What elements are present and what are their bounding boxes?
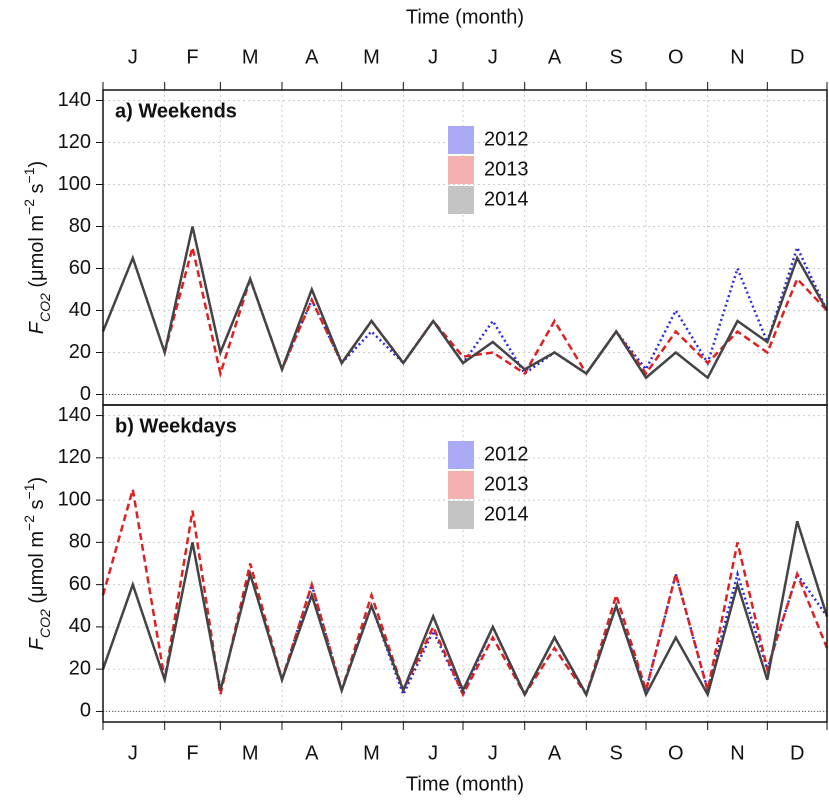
y-tick-label: 80 <box>69 531 91 553</box>
x-tick-label: F <box>186 742 198 764</box>
y-tick-label: 80 <box>69 215 91 237</box>
x-tick-label: M <box>363 742 380 764</box>
x-axis-label: Time (month) <box>406 6 524 28</box>
series-line <box>101 489 829 698</box>
legend-swatch <box>448 156 474 184</box>
x-tick-label: A <box>548 742 562 764</box>
y-tick-label: 120 <box>58 131 91 153</box>
x-tick-label: J <box>128 742 138 764</box>
x-tick-label: O <box>668 46 684 68</box>
x-tick-label: M <box>242 742 259 764</box>
y-axis-label-part: CO2 <box>37 609 53 638</box>
legend-label: 2012 <box>484 128 529 150</box>
y-tick-label: 100 <box>58 173 91 195</box>
plot-frame <box>102 404 828 723</box>
x-tick-label: J <box>128 46 138 68</box>
x-tick-label: A <box>305 742 319 764</box>
y-tick-label: 120 <box>58 446 91 468</box>
panel-title: a) Weekends <box>115 100 237 122</box>
x-tick-label: D <box>790 46 804 68</box>
x-tick-label: D <box>790 742 804 764</box>
y-axis-label-part: −2 <box>21 199 37 215</box>
y-tick-label: 0 <box>80 383 91 405</box>
y-tick-label: 100 <box>58 488 91 510</box>
x-tick-label: J <box>488 742 498 764</box>
x-tick-label: S <box>609 742 622 764</box>
x-tick-label: A <box>305 46 319 68</box>
legend-label: 2012 <box>484 443 529 465</box>
legend-swatch <box>448 126 474 154</box>
legend-label: 2013 <box>484 473 529 495</box>
legend-label: 2013 <box>484 158 529 180</box>
legend-swatch <box>448 501 474 529</box>
x-tick-label: J <box>428 742 438 764</box>
panel-title: b) Weekdays <box>115 415 237 437</box>
y-tick-label: 20 <box>69 657 91 679</box>
y-axis-label-part: ) <box>26 161 48 168</box>
x-tick-label: J <box>488 46 498 68</box>
y-axis-label: FCO2 (μmol m−2 s−1) <box>21 161 53 334</box>
x-tick-label: A <box>548 46 562 68</box>
y-axis-label-part: F <box>26 636 48 650</box>
legend-label: 2014 <box>484 188 529 210</box>
y-axis-label-part: −1 <box>21 167 37 183</box>
x-tick-label: M <box>242 46 259 68</box>
y-axis-label-part: F <box>26 320 48 334</box>
x-tick-label: N <box>730 742 744 764</box>
y-tick-label: 60 <box>69 257 91 279</box>
x-tick-label: S <box>609 46 622 68</box>
series-line <box>280 569 829 698</box>
y-axis-label-part: ) <box>26 477 48 484</box>
legend-swatch <box>448 186 474 214</box>
x-tick-label: J <box>428 46 438 68</box>
x-tick-label: M <box>363 46 380 68</box>
y-tick-label: 40 <box>69 299 91 321</box>
legend-label: 2014 <box>484 503 529 525</box>
legend-swatch <box>448 471 474 499</box>
y-axis-label-part: (μmol m <box>26 215 48 293</box>
series-line <box>101 226 829 380</box>
series-line <box>101 520 829 698</box>
y-tick-label: 140 <box>58 404 91 426</box>
y-tick-label: 40 <box>69 615 91 637</box>
x-axis-label: Time (month) <box>406 773 524 795</box>
y-axis-label-part: s <box>26 499 48 515</box>
x-tick-label: F <box>186 46 198 68</box>
y-axis-label-part: (μmol m <box>26 531 48 609</box>
y-axis-label-part: s <box>26 183 48 199</box>
y-tick-label: 0 <box>80 700 91 722</box>
legend-swatch <box>448 441 474 469</box>
y-tick-label: 20 <box>69 341 91 363</box>
y-axis-label-part: −1 <box>21 483 37 499</box>
x-tick-label: O <box>668 742 684 764</box>
y-tick-label: 60 <box>69 573 91 595</box>
y-axis-label-part: −2 <box>21 515 37 531</box>
x-tick-label: N <box>730 46 744 68</box>
y-axis-label-part: CO2 <box>37 293 53 322</box>
y-axis-label: FCO2 (μmol m−2 s−1) <box>21 477 53 650</box>
y-tick-label: 140 <box>58 89 91 111</box>
